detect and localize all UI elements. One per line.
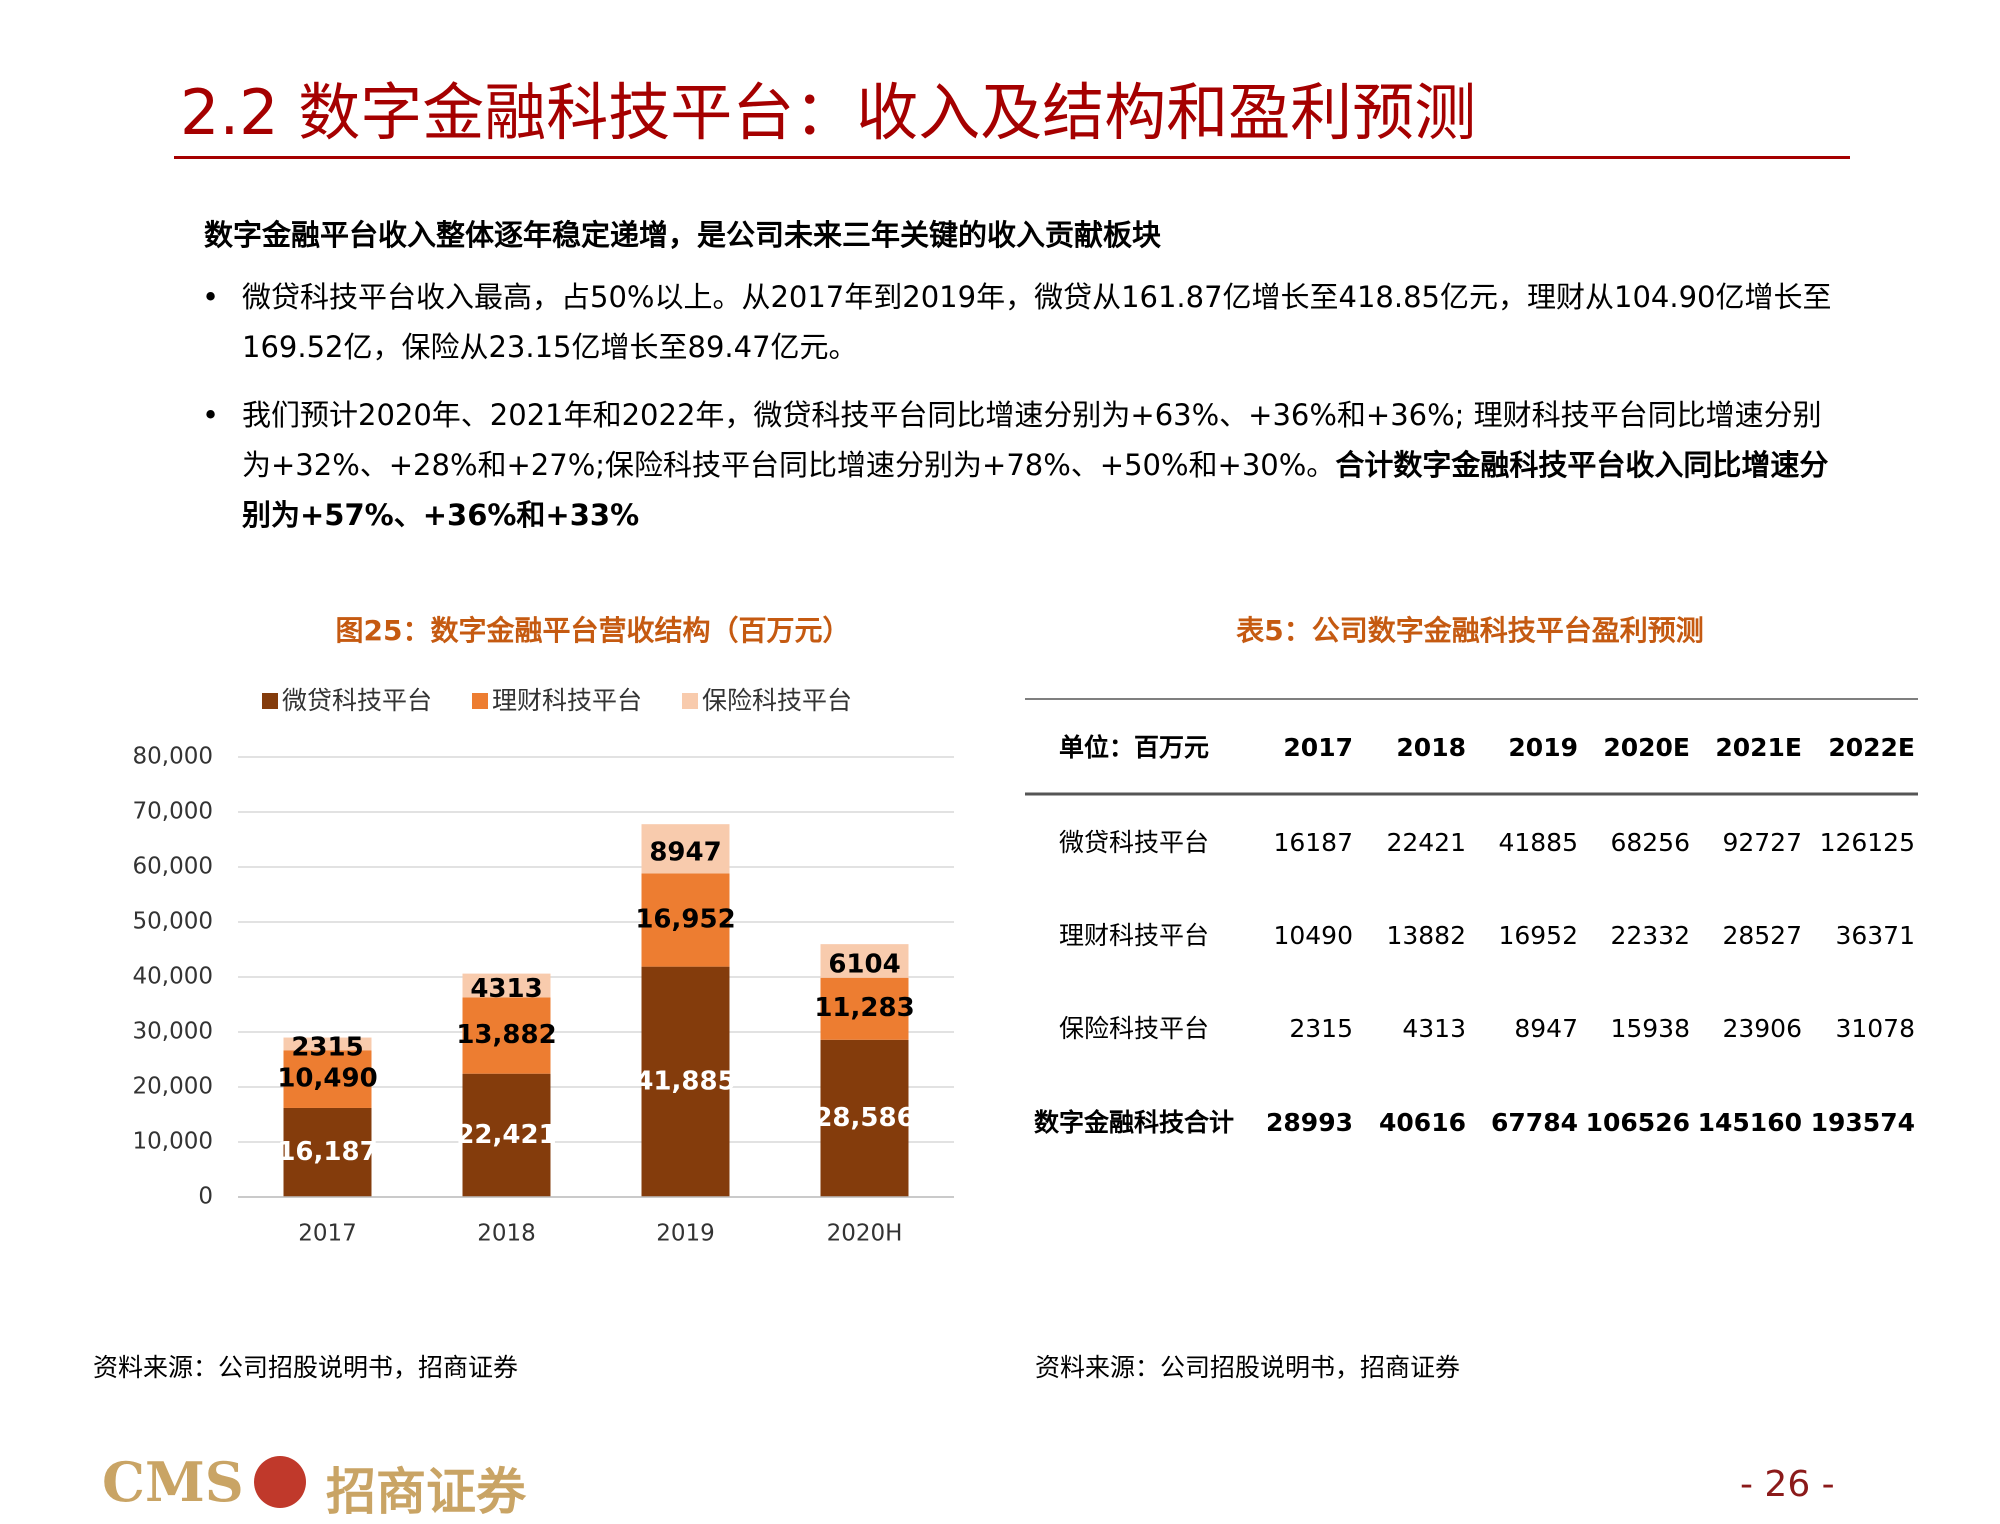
y-tick-label: 60,000 bbox=[133, 854, 213, 880]
table-cell: 4313 bbox=[1402, 1014, 1466, 1043]
table-cell: 92727 bbox=[1722, 828, 1802, 857]
y-tick-label: 30,000 bbox=[133, 1019, 213, 1045]
logo-mark bbox=[254, 1456, 306, 1508]
data-label: 16,187 bbox=[277, 1137, 377, 1167]
table-title: 表5：公司数字金融科技平台盈利预测 bbox=[1236, 614, 1703, 647]
table-header: 2018 bbox=[1396, 733, 1466, 762]
bar-segment bbox=[462, 997, 551, 1074]
bullet-dot: • bbox=[202, 398, 220, 432]
table-cell: 理财科技平台 bbox=[1059, 921, 1209, 950]
legend-swatch bbox=[472, 693, 488, 709]
table-header: 2022E bbox=[1828, 733, 1915, 762]
bar-segment bbox=[283, 1107, 372, 1197]
table-cell: 数字金融科技合计 bbox=[1034, 1108, 1234, 1137]
table-header: 2021E bbox=[1715, 733, 1802, 762]
bullet: • 我们预计2020年、2021年和2022年，微贷科技平台同比增速分别为+63%… bbox=[202, 390, 1832, 540]
y-tick-label: 70,000 bbox=[133, 799, 213, 825]
y-tick-label: 10,000 bbox=[133, 1129, 213, 1155]
table-cell: 41885 bbox=[1498, 828, 1578, 857]
data-label: 28,586 bbox=[814, 1103, 914, 1133]
bar-segment bbox=[283, 1037, 372, 1051]
table-cell: 193574 bbox=[1811, 1108, 1915, 1137]
table-header: 2017 bbox=[1283, 733, 1353, 762]
table-header: 2019 bbox=[1508, 733, 1578, 762]
legend-label: 理财科技平台 bbox=[492, 686, 642, 715]
table-cell: 13882 bbox=[1386, 921, 1466, 950]
data-label: 4313 bbox=[470, 974, 542, 1004]
chart-title: 图25：数字金融平台营收结构（百万元） bbox=[336, 614, 851, 647]
legend-swatch bbox=[682, 693, 698, 709]
bar-segment bbox=[820, 1039, 909, 1197]
table-cell: 10490 bbox=[1273, 921, 1353, 950]
x-tick-label: 2017 bbox=[298, 1221, 357, 1247]
bullet-bold: 合计数字金融科技平台收入同比增速分别为+57%、+36%和+33% bbox=[242, 448, 1829, 532]
data-label: 11,283 bbox=[814, 993, 914, 1023]
table-cell: 保险科技平台 bbox=[1059, 1014, 1209, 1043]
logo-name: 招商证券 bbox=[326, 1463, 526, 1521]
table-cell: 67784 bbox=[1491, 1108, 1578, 1137]
bullet-dot: • bbox=[202, 280, 220, 314]
table-cell: 22332 bbox=[1610, 921, 1690, 950]
bullet-text: 我们预计2020年、2021年和2022年，微贷科技平台同比增速分别为+63%、… bbox=[242, 398, 1822, 482]
table-cell: 23906 bbox=[1722, 1014, 1802, 1043]
table-cell: 22421 bbox=[1386, 828, 1466, 857]
y-tick-label: 0 bbox=[198, 1184, 213, 1210]
y-tick-label: 50,000 bbox=[133, 909, 213, 935]
y-tick-label: 40,000 bbox=[133, 964, 213, 990]
bar-segment bbox=[641, 824, 730, 874]
title-rule bbox=[174, 156, 1850, 159]
table-cell: 68256 bbox=[1610, 828, 1690, 857]
table-cell: 28993 bbox=[1266, 1108, 1353, 1137]
data-label: 2315 bbox=[291, 1032, 363, 1062]
data-label: 6104 bbox=[828, 949, 900, 979]
page-number: - 26 - bbox=[1740, 1464, 1835, 1505]
table-cell: 31078 bbox=[1835, 1014, 1915, 1043]
legend-label: 保险科技平台 bbox=[702, 686, 852, 715]
table-cell: 36371 bbox=[1835, 921, 1915, 950]
data-label: 10,490 bbox=[277, 1064, 377, 1094]
table-cell: 15938 bbox=[1610, 1014, 1690, 1043]
table-cell: 106526 bbox=[1586, 1108, 1690, 1137]
table-cell: 40616 bbox=[1379, 1108, 1466, 1137]
table-cell: 16952 bbox=[1498, 921, 1578, 950]
table-header: 单位：百万元 bbox=[1059, 733, 1209, 762]
x-tick-label: 2019 bbox=[656, 1221, 715, 1247]
y-tick-label: 20,000 bbox=[133, 1074, 213, 1100]
table-cell: 145160 bbox=[1698, 1108, 1802, 1137]
bar-segment bbox=[641, 966, 730, 1197]
logo-text: CMS bbox=[102, 1450, 244, 1514]
table-cell: 微贷科技平台 bbox=[1059, 828, 1209, 857]
x-tick-label: 2020H bbox=[827, 1221, 903, 1247]
data-label: 16,952 bbox=[635, 905, 735, 935]
bar-segment bbox=[820, 944, 909, 978]
data-label: 13,882 bbox=[456, 1020, 556, 1050]
bar-segment bbox=[641, 873, 730, 967]
table-cell: 28527 bbox=[1722, 921, 1802, 950]
intro: 数字金融平台收入整体逐年稳定递增，是公司未来三年关键的收入贡献板块 bbox=[204, 218, 1162, 252]
bar-segment bbox=[820, 977, 909, 1040]
bar-segment bbox=[462, 973, 551, 998]
legend-label: 微贷科技平台 bbox=[282, 686, 432, 715]
table-cell: 126125 bbox=[1820, 828, 1915, 857]
table-cell: 8947 bbox=[1514, 1014, 1578, 1043]
table-header: 2020E bbox=[1603, 733, 1690, 762]
bar-segment bbox=[462, 1073, 551, 1197]
slide-title: 2.2 数字金融科技平台：收入及结构和盈利预测 bbox=[180, 76, 1477, 149]
source: 资料来源：公司招股说明书，招商证券 bbox=[1035, 1353, 1461, 1382]
bullet-text: 微贷科技平台收入最高，占50%以上。从2017年到2019年，微贷从161.87… bbox=[242, 280, 1832, 364]
legend-swatch bbox=[262, 693, 278, 709]
bullet: • 微贷科技平台收入最高，占50%以上。从2017年到2019年，微贷从161.8… bbox=[202, 272, 1832, 372]
table-cell: 16187 bbox=[1273, 828, 1353, 857]
bar-segment bbox=[283, 1050, 372, 1108]
data-label: 41,885 bbox=[635, 1066, 735, 1096]
data-label: 22,421 bbox=[456, 1120, 556, 1150]
x-tick-label: 2018 bbox=[477, 1221, 536, 1247]
data-label: 8947 bbox=[649, 837, 721, 867]
y-tick-label: 80,000 bbox=[133, 744, 213, 770]
source: 资料来源：公司招股说明书，招商证券 bbox=[93, 1353, 519, 1382]
table-cell: 2315 bbox=[1289, 1014, 1353, 1043]
